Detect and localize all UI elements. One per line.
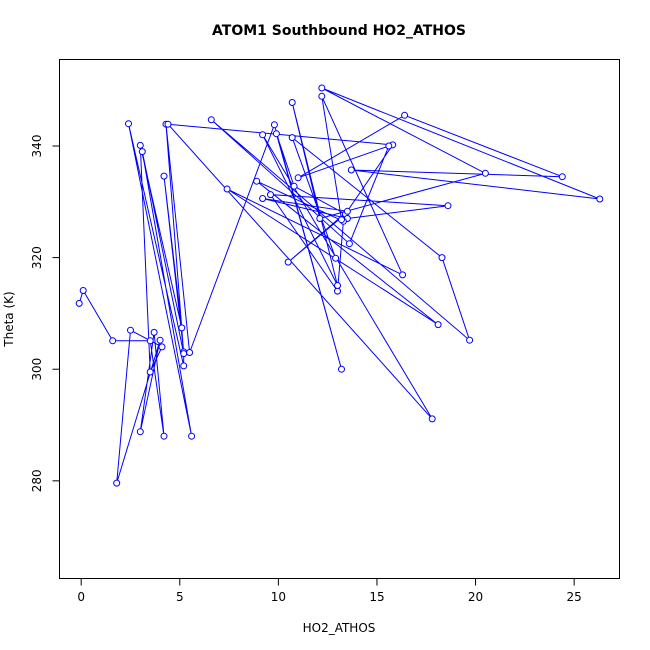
data-point [294, 174, 302, 182]
data-point [596, 195, 604, 203]
chart-title: ATOM1 Southbound HO2_ATHOS [212, 23, 466, 39]
data-point [270, 121, 278, 129]
data-point [146, 337, 154, 345]
data-point [109, 337, 117, 345]
data-point [259, 195, 267, 202]
data-point [113, 479, 121, 487]
data-point [79, 287, 87, 294]
data-point [164, 120, 172, 128]
data-point [158, 343, 166, 351]
data-point [146, 368, 154, 376]
data-point [156, 336, 164, 344]
x-tick-label: 20 [468, 590, 483, 604]
data-point [207, 116, 215, 124]
data-point [188, 432, 196, 440]
data-point [138, 148, 146, 156]
data-point [332, 254, 340, 262]
data-point [186, 349, 194, 356]
y-axis: 280 300 320 340 [30, 135, 60, 492]
data-point [75, 299, 83, 307]
data-point [178, 324, 186, 332]
data-point [259, 131, 267, 139]
data-point [338, 216, 345, 224]
data-point [481, 169, 489, 177]
data-point [160, 432, 168, 440]
data-point [150, 328, 158, 336]
data-point [318, 92, 326, 100]
data-point [316, 215, 324, 222]
data-point [466, 336, 474, 344]
data-point [253, 177, 261, 185]
data-point [338, 365, 345, 373]
data-point [136, 428, 144, 436]
data-point [223, 185, 231, 193]
data-point [288, 134, 296, 142]
data-point [127, 326, 134, 334]
data-point [284, 258, 292, 266]
x-tick-label: 10 [271, 590, 286, 604]
x-axis: 0 5 10 15 20 25 [77, 578, 582, 604]
x-tick-label: 0 [77, 590, 85, 604]
data-point [558, 173, 566, 181]
y-axis-label: Theta (K) [2, 291, 16, 347]
data-point [347, 166, 355, 174]
data-point [385, 142, 393, 150]
data-point [428, 415, 436, 423]
data-point [180, 362, 188, 370]
data-point [288, 99, 296, 106]
data-point [399, 271, 407, 279]
data-point [444, 202, 452, 210]
data-point [318, 84, 326, 92]
data-point [136, 141, 144, 149]
x-tick-label: 5 [176, 590, 184, 604]
data-point [180, 350, 188, 358]
y-tick-label: 280 [30, 469, 44, 492]
x-tick-label: 15 [369, 590, 384, 604]
data-point [434, 321, 442, 329]
data-point [125, 120, 132, 128]
data-point [345, 240, 353, 248]
data-point [272, 130, 280, 138]
x-axis-label: HO2_ATHOS [303, 621, 376, 635]
y-tick-label: 300 [30, 358, 44, 381]
data-series [75, 84, 604, 487]
data-point [334, 282, 341, 289]
data-point [160, 172, 168, 180]
x-tick-label: 25 [567, 590, 582, 604]
y-tick-label: 320 [30, 246, 44, 269]
data-point [343, 207, 351, 215]
y-tick-label: 340 [30, 135, 44, 158]
data-point [267, 191, 274, 199]
data-point [290, 182, 298, 190]
data-point [401, 111, 409, 119]
data-point [438, 254, 446, 262]
